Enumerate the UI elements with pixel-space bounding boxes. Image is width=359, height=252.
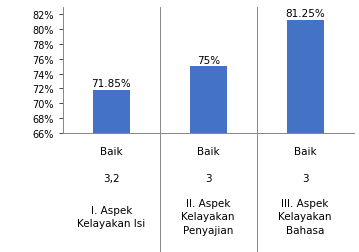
Text: Baik: Baik [197,146,220,156]
Text: 3: 3 [302,174,308,183]
Text: Baik: Baik [100,146,123,156]
Text: 71.85%: 71.85% [92,79,131,89]
Text: 81.25%: 81.25% [285,10,325,19]
Text: 3: 3 [205,174,211,183]
Bar [190,67,227,252]
Text: I. Aspek
Kelayakan Isi: I. Aspek Kelayakan Isi [77,205,145,228]
Text: 75%: 75% [197,56,220,66]
Text: II. Aspek
Kelayakan
Penyajian: II. Aspek Kelayakan Penyajian [181,198,235,235]
Text: III. Aspek
Kelayakan
Bahasa: III. Aspek Kelayakan Bahasa [278,198,332,235]
Text: Baik: Baik [294,146,317,156]
Text: 3,2: 3,2 [103,174,120,183]
Bar [93,90,130,252]
Bar [287,20,323,252]
